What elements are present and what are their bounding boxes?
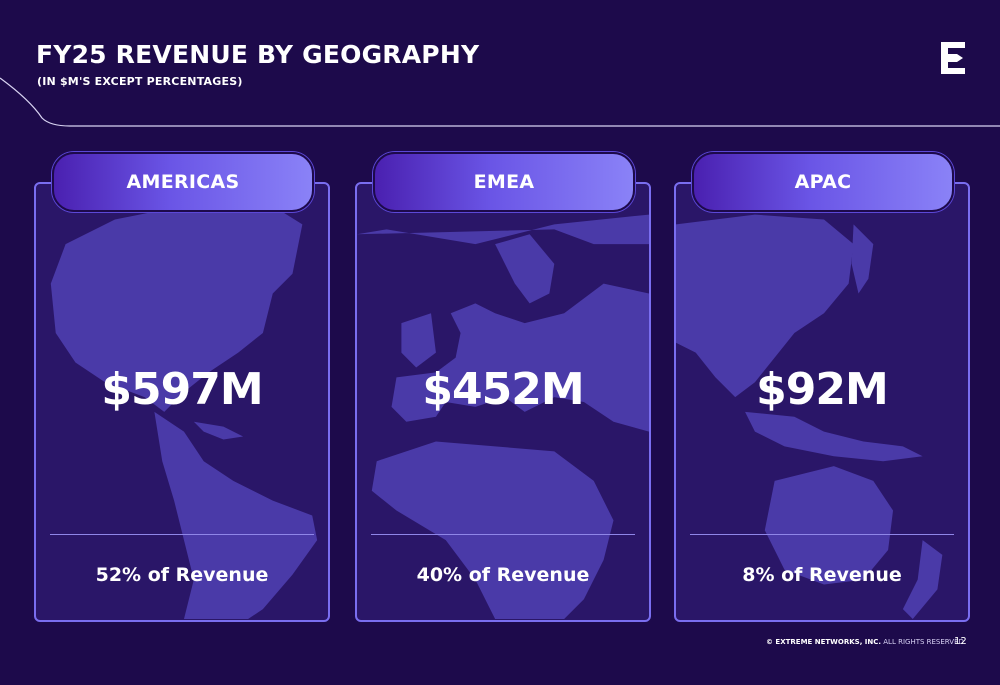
region-tab-americas: AMERICAS — [52, 152, 314, 212]
copyright-company: © EXTREME NETWORKS, INC. — [766, 638, 882, 646]
region-revenue-share: 40% of Revenue — [416, 564, 590, 586]
page-number: 12 — [954, 636, 967, 647]
region-amount: $597M — [101, 364, 263, 415]
page-subtitle: (IN $M'S EXCEPT PERCENTAGES) — [37, 75, 243, 88]
divider-line — [371, 534, 635, 535]
region-tab-apac: APAC — [692, 152, 954, 212]
copyright-footer: © EXTREME NETWORKS, INC. ALL RIGHTS RESE… — [766, 638, 966, 646]
region-card-emea: $452M 40% of Revenue — [355, 182, 651, 622]
region-card-apac: $92M 8% of Revenue — [674, 182, 970, 622]
region-tab-emea: EMEA — [373, 152, 635, 212]
region-revenue-share: 8% of Revenue — [742, 564, 902, 586]
region-revenue-share: 52% of Revenue — [95, 564, 269, 586]
region-amount: $92M — [756, 364, 889, 415]
apac-map-icon — [676, 214, 943, 620]
region-amount: $452M — [422, 364, 584, 415]
header-curve-line — [0, 77, 1000, 127]
region-card-americas: $597M 52% of Revenue — [34, 182, 330, 622]
divider-line — [690, 534, 954, 535]
copyright-rights: ALL RIGHTS RESERVED. — [881, 638, 967, 646]
extreme-networks-e-logo-icon — [941, 42, 965, 74]
divider-line — [50, 534, 314, 535]
page-title: FY25 REVENUE BY GEOGRAPHY — [36, 40, 480, 69]
americas-map-icon — [50, 199, 318, 620]
emea-map-icon — [357, 214, 649, 620]
